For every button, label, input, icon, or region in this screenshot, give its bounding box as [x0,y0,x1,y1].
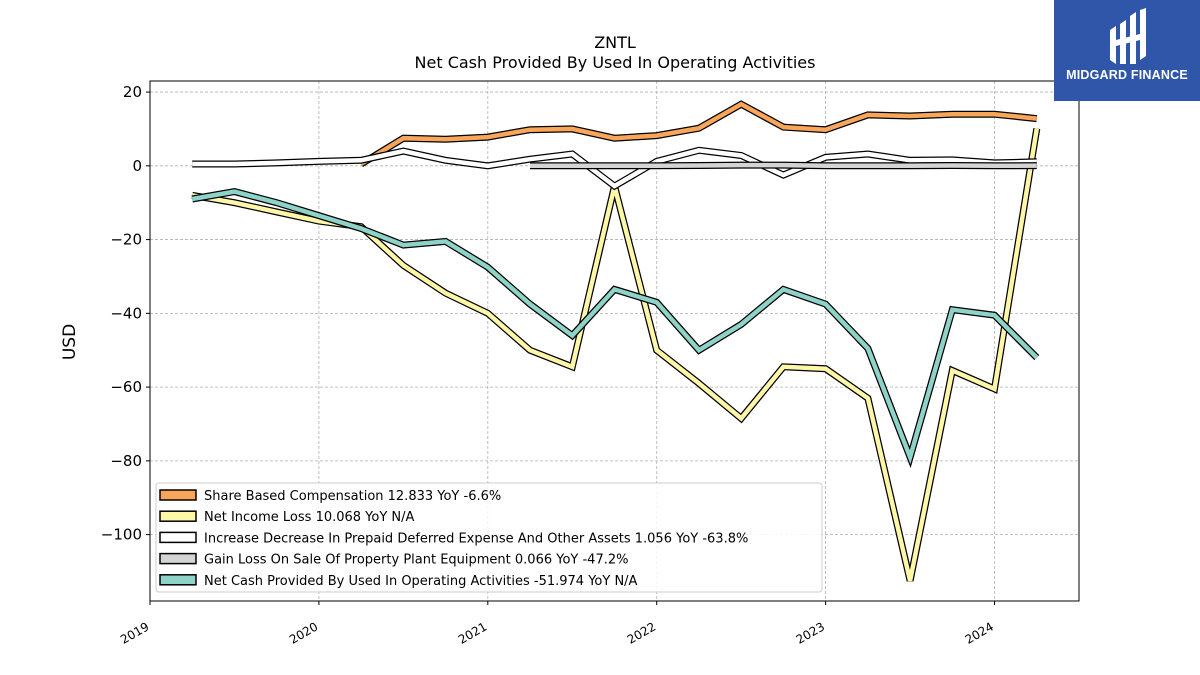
x-tick-label: 2024 [963,619,996,646]
legend-label: Share Based Compensation 12.833 YoY -6.6… [204,489,501,504]
x-tick-label: 2023 [794,619,827,646]
x-tick-label: 2020 [287,619,320,646]
y-tick-label: −100 [101,526,142,544]
y-tick-label: 0 [132,157,142,175]
legend-label: Net Income Loss 10.068 YoY N/A [204,510,415,525]
legend-label: Gain Loss On Sale Of Property Plant Equi… [204,553,628,568]
chart-title: ZNTL [594,33,636,52]
y-tick-label: −40 [110,304,142,322]
series-line [192,148,1037,189]
chart-subtitle: Net Cash Provided By Used In Operating A… [415,53,816,72]
brand-logo: MIDGARD FINANCE [1054,0,1200,101]
legend: Share Based Compensation 12.833 YoY -6.6… [155,482,823,593]
series-lines [191,100,1041,582]
legend-swatch [159,510,197,522]
legend-label: Increase Decrease In Prepaid Deferred Ex… [204,531,748,546]
x-tick-label: 2021 [456,619,489,646]
y-tick-label: −20 [110,231,142,249]
logo-text: MIDGARD FINANCE [1066,68,1188,82]
y-axis-label: USD [60,324,80,360]
legend-label: Net Cash Provided By Used In Operating A… [204,574,638,589]
legend-swatch [159,574,197,586]
y-tick-label: −60 [110,378,142,396]
x-tick-label: 2019 [118,619,151,646]
legend-swatch [159,531,197,544]
legend-box [155,482,823,593]
plot-frame [149,80,1080,602]
series-line [359,101,1038,166]
series-line [191,189,1039,465]
y-tick-label: −80 [110,452,142,470]
x-tick-label: 2022 [625,619,658,646]
legend-swatch [159,489,197,501]
series-line [530,162,1037,169]
y-tick-label: 20 [123,83,142,101]
logo-mark-icon [1110,8,1146,64]
legend-swatch [159,552,197,565]
